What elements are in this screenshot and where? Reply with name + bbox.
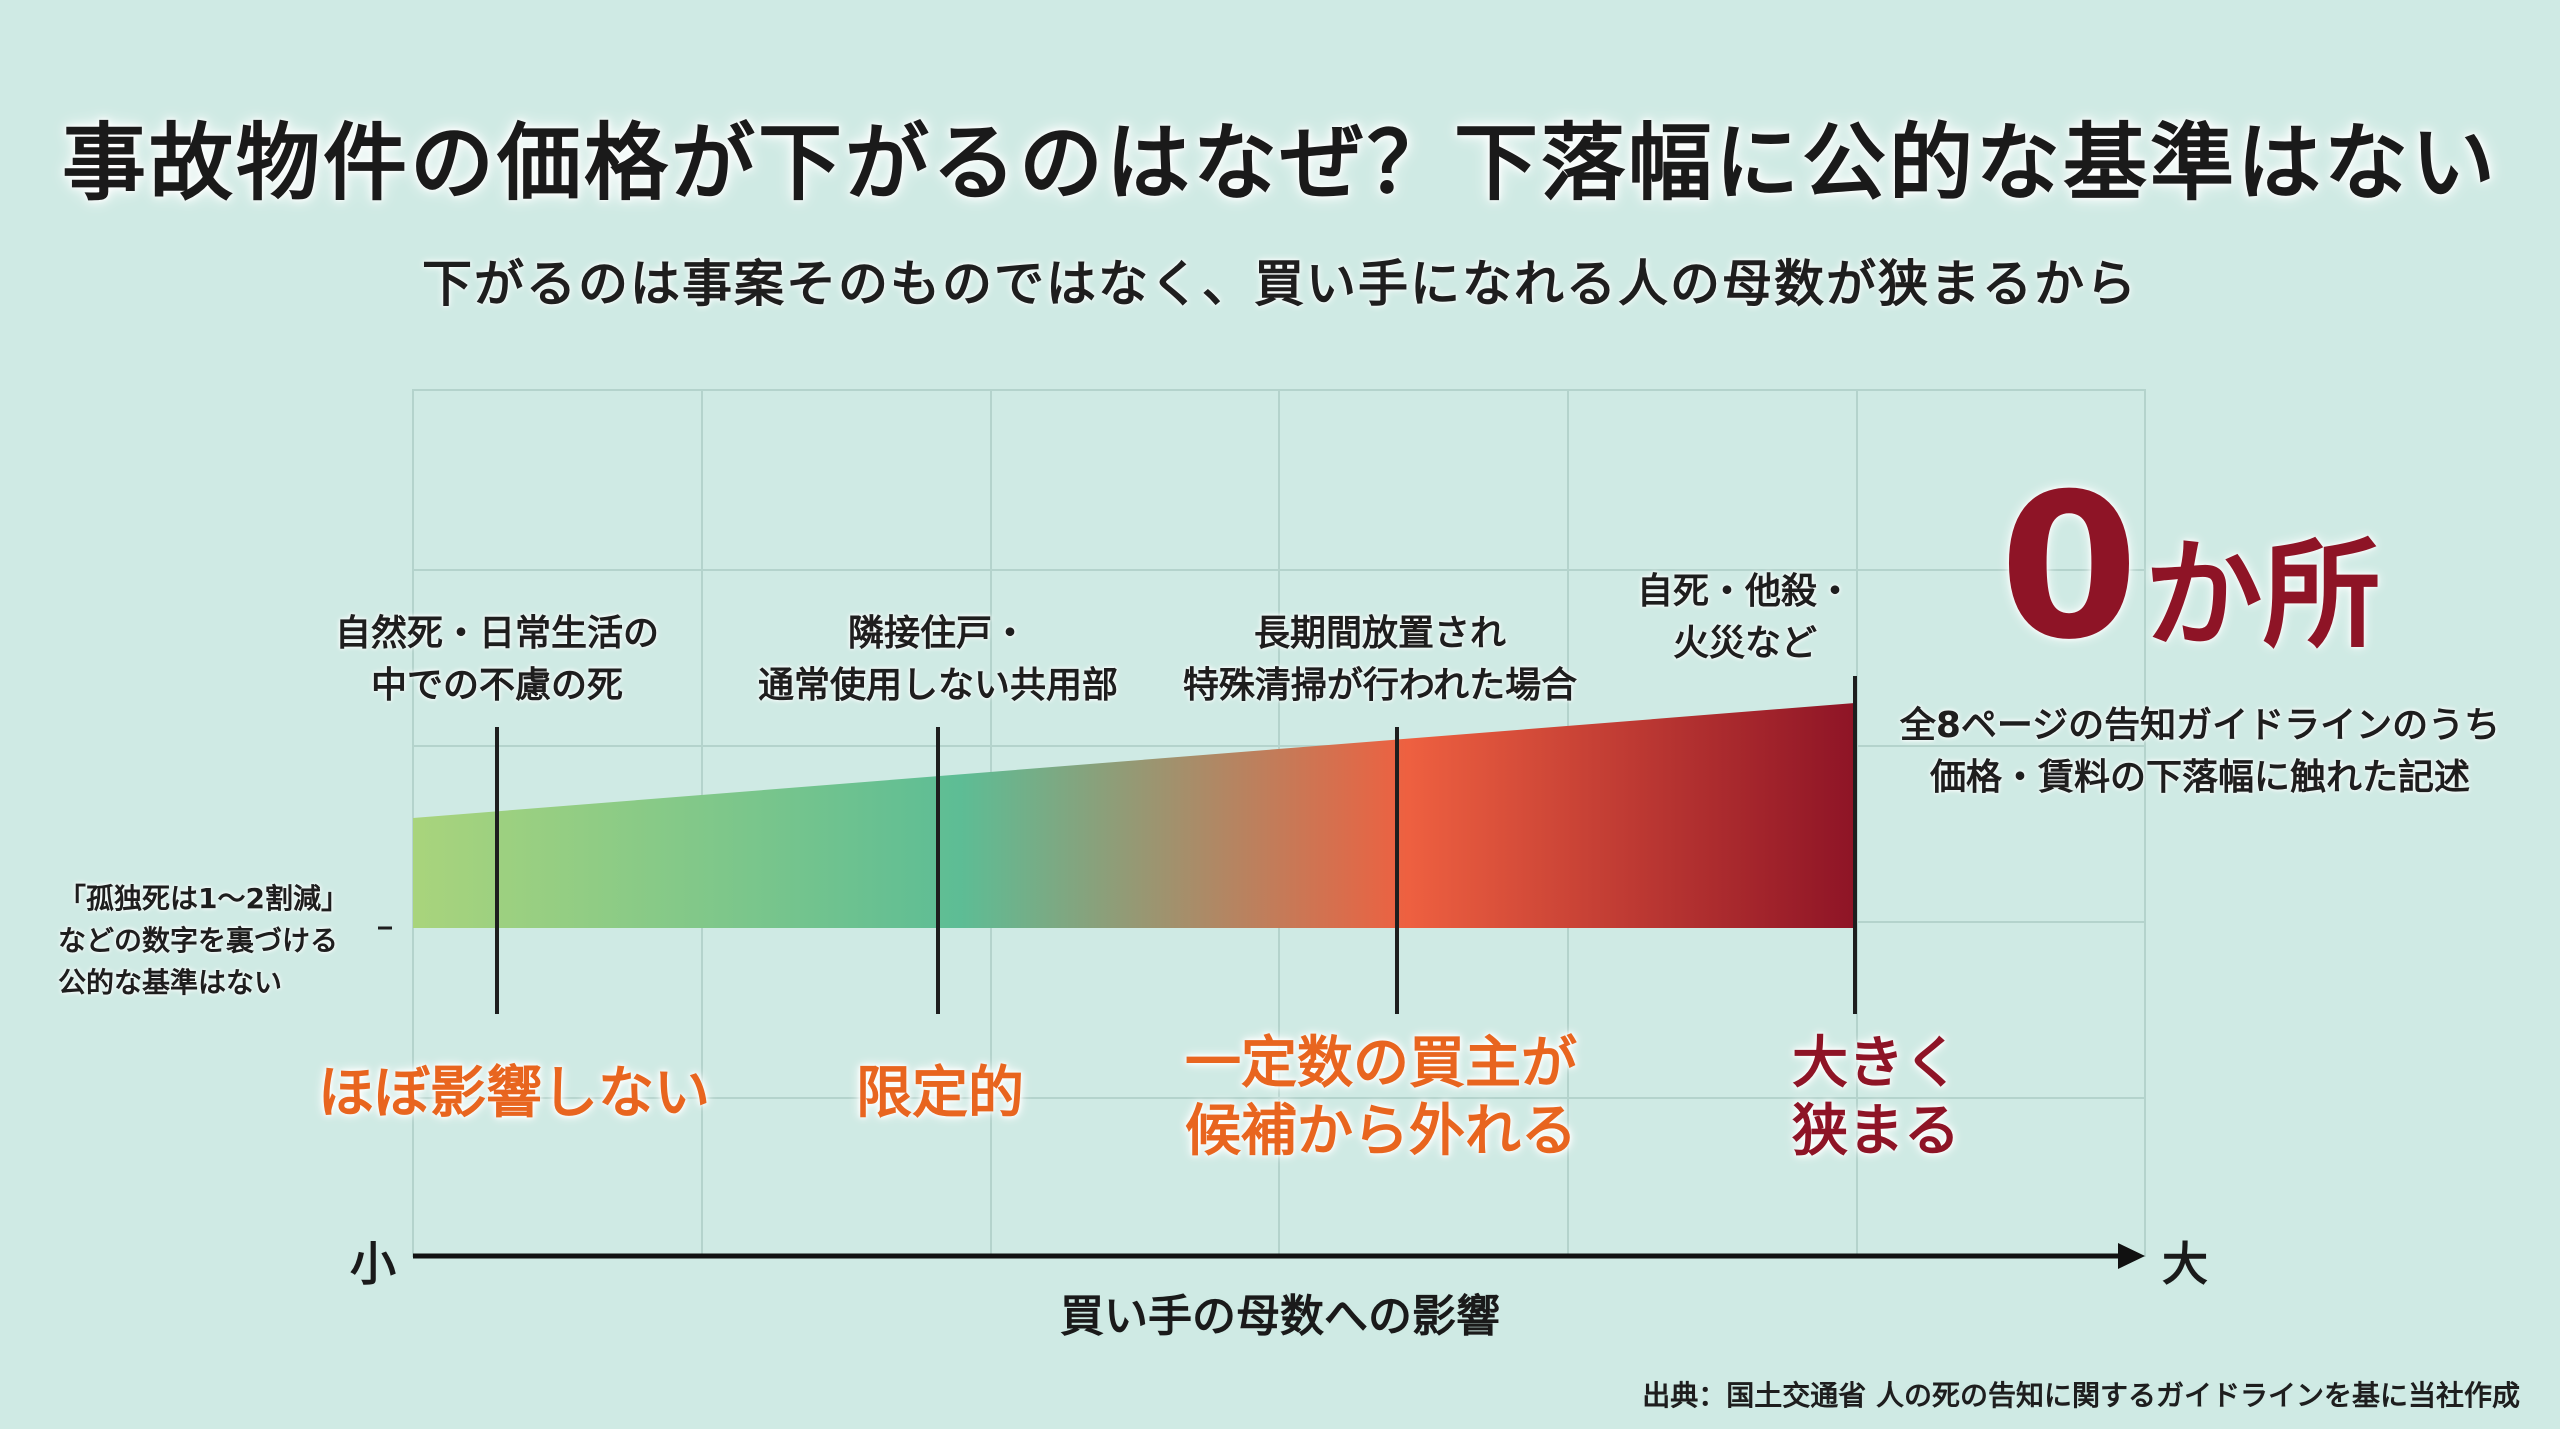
highlight-caption-line-1: 全8ページの告知ガイドラインのうち — [1899, 705, 2501, 746]
impact-label-2: 限定的 — [856, 1060, 1024, 1128]
highlight-caption: 全8ページの告知ガイドラインのうち 価格・賃料の下落幅に触れた記述 — [1880, 700, 2520, 804]
left-note: 「孤独死は1〜2割減」 などの数字を裏づける 公的な基準はない — [58, 878, 349, 1004]
left-note-line-2: などの数字を裏づける — [58, 924, 339, 957]
highlight-caption-line-2: 価格・賃料の下落幅に触れた記述 — [1929, 757, 2470, 798]
highlight-value: 0 — [1999, 451, 2139, 684]
impact-label-4: 大きく 狭まる — [1792, 1030, 1960, 1166]
impact-label-3-line-1: 一定数の買主が — [1185, 1031, 1577, 1096]
page-title: 事故物件の価格が下がるのはなぜ？下落幅に公的な基準はない — [61, 114, 2498, 212]
highlight-figure: 0か所 — [1980, 468, 2400, 668]
page-subtitle: 下がるのは事案そのものではなく、買い手になれる人の母数が狭まるから — [422, 255, 2138, 313]
x-axis-arrowhead — [2118, 1243, 2145, 1269]
axis-low-label: 小 — [350, 1237, 396, 1291]
impact-label-3: 一定数の買主が 候補から外れる — [1185, 1030, 1577, 1166]
case-label-2: 隣接住戸・ 通常使用しない共用部 — [758, 608, 1118, 712]
axis-high-label: 大 — [2162, 1237, 2208, 1291]
case-label-4-line-1: 自死・他殺・ — [1636, 571, 1854, 612]
highlight-unit: か所 — [2144, 526, 2381, 664]
left-note-line-1: 「孤独死は1〜2割減」 — [58, 882, 349, 915]
case-label-4: 自死・他殺・ 火災など — [1637, 566, 1853, 670]
impact-label-4-line-1: 大きく — [1792, 1031, 1960, 1096]
source-credit: 出典：国土交通省 人の死の告知に関するガイドラインを基に当社作成 — [1642, 1379, 2520, 1412]
case-label-1-line-2: 中での不慮の死 — [370, 665, 624, 706]
case-label-3-line-1: 長期間放置され — [1253, 613, 1507, 654]
impact-label-3-line-2: 候補から外れる — [1185, 1099, 1577, 1164]
case-label-4-line-2: 火災など — [1672, 623, 1818, 664]
impact-label-2-line-1: 限定的 — [856, 1061, 1024, 1126]
impact-label-4-line-2: 狭まる — [1792, 1099, 1960, 1164]
case-label-3: 長期間放置され 特殊清掃が行われた場合 — [1183, 608, 1577, 712]
left-note-line-3: 公的な基準はない — [58, 966, 283, 999]
impact-label-1: ほぼ影響しない — [318, 1060, 710, 1128]
impact-wedge — [413, 703, 1855, 928]
case-label-1: 自然死・日常生活の 中での不慮の死 — [335, 608, 659, 712]
impact-label-1-line-1: ほぼ影響しない — [318, 1061, 710, 1126]
case-label-2-line-1: 隣接住戸・ — [847, 613, 1029, 654]
case-label-3-line-2: 特殊清掃が行われた場合 — [1182, 665, 1578, 706]
case-label-2-line-2: 通常使用しない共用部 — [757, 665, 1119, 706]
case-label-1-line-1: 自然死・日常生活の — [334, 613, 660, 654]
axis-title: 買い手の母数への影響 — [1060, 1291, 1500, 1342]
